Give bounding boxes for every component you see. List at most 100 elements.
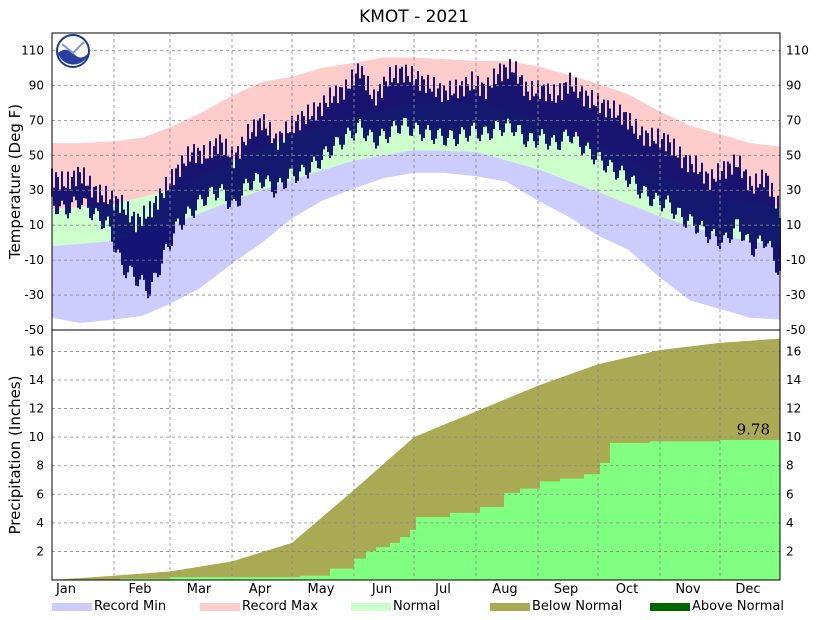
observed-temp-bar [759,183,761,236]
observed-temp-bar [155,196,157,274]
temperature-panel: 110 110 90 90 70 70 50 50 30 30 10 10 -10 -10 -30 -30 -5… [6,32,809,337]
month-tick-label: Jul [434,582,451,597]
observed-temp-bar [253,119,255,181]
month-tick-label: Dec [735,582,760,597]
observed-temp-bar [159,188,161,276]
observed-temp-bar [255,136,257,174]
observed-temp-bar [163,198,165,250]
observed-temp-bar [561,100,563,142]
observed-temp-bar [257,119,259,175]
temp-tick-label-left: 110 [21,43,44,57]
precip-tick-label-left: 6 [36,487,44,501]
observed-temp-bar [623,112,625,171]
observed-temp-bar [513,72,515,136]
observed-temp-bar [317,106,319,169]
observed-temp-bar [225,138,227,202]
month-tick-label: Nov [675,582,701,597]
observed-temp-bar [677,157,679,208]
temp-tick-label-right: 90 [786,78,801,92]
observed-temp-bar [137,213,139,287]
temp-tick-label-right: 50 [786,148,801,162]
observed-temp-bar [431,91,433,140]
observed-temp-bar [487,77,489,134]
observed-temp-bar [265,128,267,180]
observed-temp-bar [527,91,529,142]
observed-temp-bar [503,64,505,133]
precip-axis-label: Precipitation (Inches) [6,376,24,535]
observed-temp-bar [321,116,323,160]
observed-temp-bar [601,102,603,161]
observed-temp-bar [411,65,413,137]
observed-temp-bar [179,176,181,226]
observed-temp-bar [553,84,555,136]
observed-temp-bar [547,83,549,150]
observed-temp-bar [575,77,577,132]
observed-temp-bar [555,102,557,143]
observed-temp-bar [741,177,743,241]
observed-temp-bar [545,101,547,144]
observed-temp-bar [773,197,775,262]
observed-temp-bar [339,86,341,145]
observed-temp-bar [207,158,209,197]
observed-temp-bar [319,102,321,169]
observed-temp-bar [151,217,153,282]
observed-temp-bar [485,98,487,127]
observed-temp-bar [713,178,715,230]
precipitation-panel: 16 16 14 14 12 12 10 10 8 8 6 6 4 4 2 2 Precipitation (I… [6,33,801,597]
observed-temp-bar [203,145,205,206]
observed-temp-bar [289,131,291,169]
observed-temp-bar [529,100,531,134]
observed-temp-bar [705,171,707,237]
observed-temp-bar [361,66,363,128]
observed-temp-bar [297,114,299,181]
observed-temp-bar [237,146,239,207]
observed-temp-bar [567,93,569,136]
observed-temp-bar [73,170,75,197]
observed-temp-bar [311,115,313,162]
observed-temp-bar [205,158,207,206]
observed-temp-bar [609,108,611,160]
observed-temp-bar [663,133,665,209]
observed-temp-bar [323,95,325,150]
temp-axis-label: Temperature (Deg F) [6,104,24,260]
observed-temp-bar [417,71,419,126]
precip-tick-label-left: 14 [29,373,44,387]
observed-temp-bar [67,171,69,219]
observed-temp-bar [469,90,471,136]
observed-temp-bar [665,151,667,200]
legend-label: Below Normal [532,599,622,614]
observed-temp-bar [599,112,601,153]
observed-temp-bar [733,154,735,229]
observed-temp-bar [439,83,441,129]
month-tick-label: May [308,582,335,597]
observed-temp-bar [333,96,335,146]
observed-temp-bar [627,129,629,187]
legend-label: Record Max [242,599,318,614]
precip-tick-label-left: 16 [29,344,44,358]
observed-temp-bar [347,88,349,128]
observed-temp-bar [721,171,723,243]
observed-temp-bar [97,202,99,211]
observed-temp-bar [675,156,677,215]
observed-temp-bar [659,147,661,206]
observed-temp-bar [233,168,235,200]
observed-temp-bar [149,201,151,297]
observed-temp-bar [235,152,237,202]
observed-temp-bar [343,99,345,145]
observed-temp-bar [419,90,421,135]
observed-temp-bar [521,75,523,135]
observed-temp-bar [629,113,631,184]
observed-temp-bar [351,69,353,139]
observed-temp-bar [433,77,435,144]
precip-tick-label-right: 14 [786,373,801,387]
observed-temp-bar [307,104,309,179]
observed-temp-bar [349,88,351,131]
observed-temp-bar [481,82,483,135]
observed-temp-bar [249,138,251,191]
month-tick-label: Sep [554,582,579,597]
observed-temp-bar [227,156,229,209]
observed-temp-bar [621,124,623,166]
observed-temp-bar [169,183,171,251]
observed-temp-bar [387,86,389,144]
observed-temp-bar [385,81,387,140]
